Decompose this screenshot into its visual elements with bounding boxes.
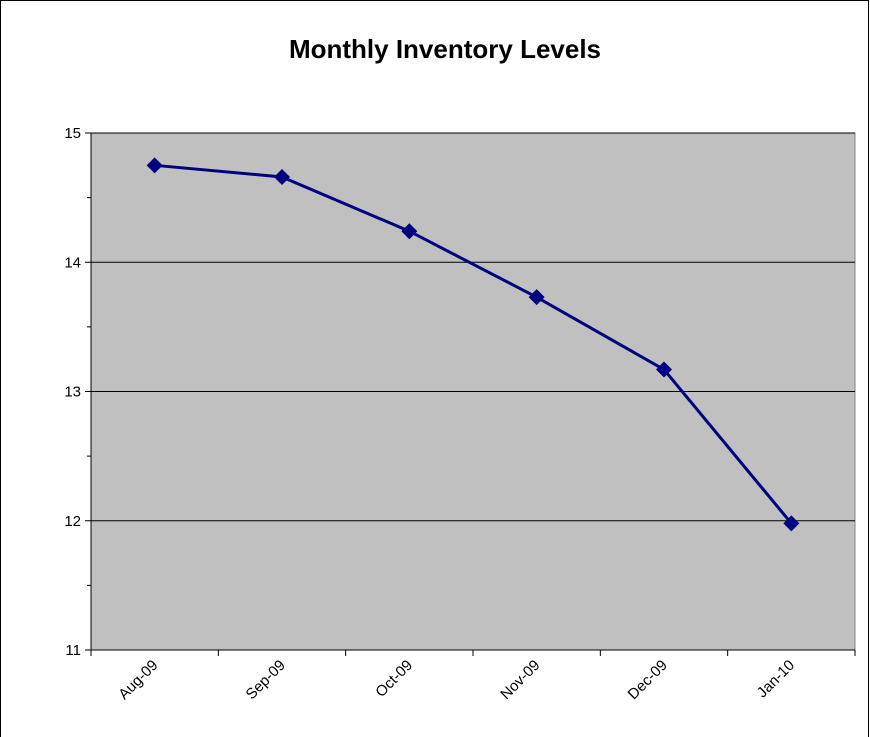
y-tick-label: 13 xyxy=(64,384,81,401)
data-point xyxy=(783,515,800,532)
series-line xyxy=(154,163,793,525)
y-tick-label: 11 xyxy=(65,642,81,659)
y-tick-label: 14 xyxy=(64,254,81,271)
data-point xyxy=(146,157,163,174)
data-point xyxy=(274,168,290,185)
chart-title: Monthly Inventory Levels xyxy=(289,34,601,64)
data-point xyxy=(656,361,672,378)
data-point xyxy=(401,223,418,240)
y-tick-label: 15 xyxy=(64,125,81,142)
data-point xyxy=(528,289,545,306)
y-tick-label: 12 xyxy=(64,513,81,530)
